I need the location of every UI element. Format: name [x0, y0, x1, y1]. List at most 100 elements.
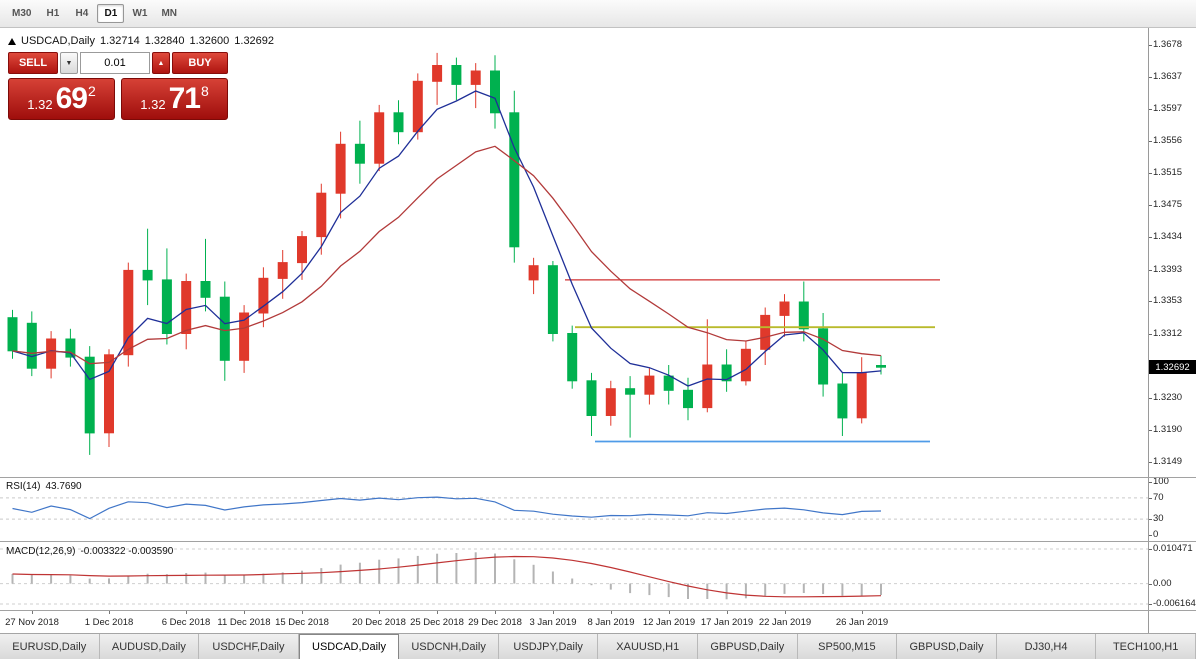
axis-tick — [611, 611, 612, 614]
chart-tab-audusd-daily[interactable]: AUDUSD,Daily — [100, 634, 200, 659]
chevron-up-icon[interactable]: ▲ — [152, 52, 170, 74]
axis-tick — [1149, 237, 1152, 238]
axis-tick — [32, 611, 33, 614]
axis-tick — [1149, 604, 1152, 605]
candle-body — [374, 112, 385, 164]
timeframe-button-m30[interactable]: M30 — [12, 8, 32, 19]
buy-price-pip-digit: 8 — [200, 83, 209, 99]
macd-axis-label: -0.006164 — [1153, 598, 1196, 609]
sell-price-display[interactable]: 1.32 69 2 — [8, 78, 115, 120]
rsi-indicator-chart[interactable] — [0, 478, 1148, 541]
price-axis-label: 1.3515 — [1153, 167, 1183, 178]
timeframe-button-d1[interactable]: D1 — [97, 4, 125, 23]
macd-axis[interactable]: 0.010471 0.00 -0.006164 — [1149, 543, 1196, 610]
panel-splitter[interactable] — [0, 541, 1196, 542]
macd-values: -0.003322 -0.003590 — [80, 546, 174, 557]
rsi-line — [12, 496, 882, 520]
price-axis[interactable]: 1.3678 1.3637 1.3597 1.3556 1.3515 1.3475 1.34… — [1149, 30, 1196, 477]
candle-body — [702, 364, 713, 409]
rsi-axis-label: 70 — [1153, 492, 1164, 503]
sell-price-prefix: 1.32 — [27, 96, 53, 112]
date-axis-label: 26 Jan 2019 — [835, 617, 889, 628]
sell-price-big-digits: 69 — [55, 82, 88, 115]
candle-body — [644, 375, 655, 395]
panel-splitter[interactable] — [0, 477, 1196, 478]
candle-body — [721, 364, 732, 382]
candle-body — [161, 279, 172, 334]
date-axis-label: 1 Dec 2018 — [84, 617, 134, 628]
axis-tick — [1149, 141, 1152, 142]
lot-size-input[interactable] — [80, 52, 150, 74]
buy-button[interactable]: BUY — [172, 52, 228, 74]
date-axis-label: 20 Dec 2018 — [352, 617, 406, 628]
date-axis-label: 12 Jan 2019 — [642, 617, 696, 628]
chart-tab-usdchf-daily[interactable]: USDCHF,Daily — [199, 634, 299, 659]
date-axis-label: 6 Dec 2018 — [161, 617, 211, 628]
timeframe-button-h1[interactable]: H1 — [46, 8, 60, 19]
price-axis-label: 1.3312 — [1153, 328, 1183, 339]
candle-body — [104, 354, 114, 434]
timeframe-button-w1[interactable]: W1 — [132, 8, 148, 19]
trade-buttons-row: SELL ▼ ▲ BUY — [8, 52, 228, 74]
chart-title: USDCAD,Daily 1.32714 1.32840 1.32600 1.3… — [8, 35, 274, 47]
axis-tick — [1149, 430, 1152, 431]
candlestick-chart[interactable] — [0, 30, 1148, 477]
timeframe-button-mn[interactable]: MN — [161, 8, 178, 19]
candle-body — [798, 301, 809, 330]
rsi-value: 43.7690 — [45, 481, 82, 492]
chart-tab-usdcad-daily[interactable]: USDCAD,Daily — [298, 634, 400, 659]
axis-tick — [1149, 549, 1152, 550]
candle-body — [316, 192, 327, 238]
panel-splitter[interactable] — [0, 610, 1196, 611]
candle-body — [856, 372, 867, 419]
rsi-name: RSI(14) — [6, 481, 41, 492]
chart-tab-eurusd-daily[interactable]: EURUSD,Daily — [0, 634, 100, 659]
candle-body — [432, 65, 443, 82]
candle-body — [412, 80, 423, 133]
timeframe-button-h4[interactable]: H4 — [75, 8, 89, 19]
chart-tab-tech100-h1[interactable]: TECH100,H1 — [1096, 634, 1196, 659]
candle-body — [239, 312, 250, 361]
axis-tick — [1149, 301, 1152, 302]
price-axis-label: 1.3393 — [1153, 264, 1183, 275]
date-axis-label: 11 Dec 2018 — [217, 617, 271, 628]
chart-tab-gbpusd-daily[interactable]: GBPUSD,Daily — [897, 634, 997, 659]
axis-tick — [244, 611, 245, 614]
chart-tab-sp500-m15[interactable]: SP500,M15 — [798, 634, 898, 659]
chart-symbol-period: USDCAD,Daily — [21, 35, 95, 47]
axis-tick — [437, 611, 438, 614]
buy-price-display[interactable]: 1.32 71 8 — [121, 78, 228, 120]
candle-body — [586, 380, 597, 416]
sell-price-pip-digit: 2 — [87, 83, 96, 99]
chart-tab-gbpusd-daily[interactable]: GBPUSD,Daily — [698, 634, 798, 659]
ohlc-close: 1.32692 — [234, 35, 275, 47]
axis-tick — [109, 611, 110, 614]
candle-body — [393, 112, 404, 133]
date-axis[interactable]: 27 Nov 2018 1 Dec 2018 6 Dec 2018 11 Dec 20… — [0, 611, 1148, 633]
axis-tick — [1149, 398, 1152, 399]
chevron-down-icon[interactable]: ▼ — [60, 52, 78, 74]
date-axis-label: 27 Nov 2018 — [5, 617, 59, 628]
chart-tab-usdjpy-daily[interactable]: USDJPY,Daily — [499, 634, 599, 659]
chart-tab-dj30-h4[interactable]: DJ30,H4 — [997, 634, 1097, 659]
candle-body — [663, 375, 674, 391]
chart-tab-usdcnh-daily[interactable]: USDCNH,Daily — [399, 634, 499, 659]
candle-body — [509, 112, 520, 248]
ohlc-low: 1.32600 — [189, 35, 230, 47]
candle-body — [354, 143, 365, 164]
rsi-axis[interactable]: 100 70 30 0 — [1149, 476, 1196, 541]
candle-body — [470, 70, 481, 85]
chart-tab-xauusd-h1[interactable]: XAUUSD,H1 — [598, 634, 699, 659]
axis-tick — [1149, 205, 1152, 206]
rsi-axis-label: 30 — [1153, 513, 1164, 524]
candle-body — [46, 338, 57, 369]
candle-body — [818, 328, 829, 385]
price-axis-label: 1.3190 — [1153, 424, 1183, 435]
ma-fast-line — [12, 90, 882, 387]
axis-tick — [1149, 584, 1152, 585]
axis-tick — [1149, 498, 1152, 499]
axis-tick — [1149, 270, 1152, 271]
macd-indicator-chart[interactable] — [0, 543, 1148, 610]
sell-button[interactable]: SELL — [8, 52, 58, 74]
ohlc-high: 1.32840 — [144, 35, 185, 47]
